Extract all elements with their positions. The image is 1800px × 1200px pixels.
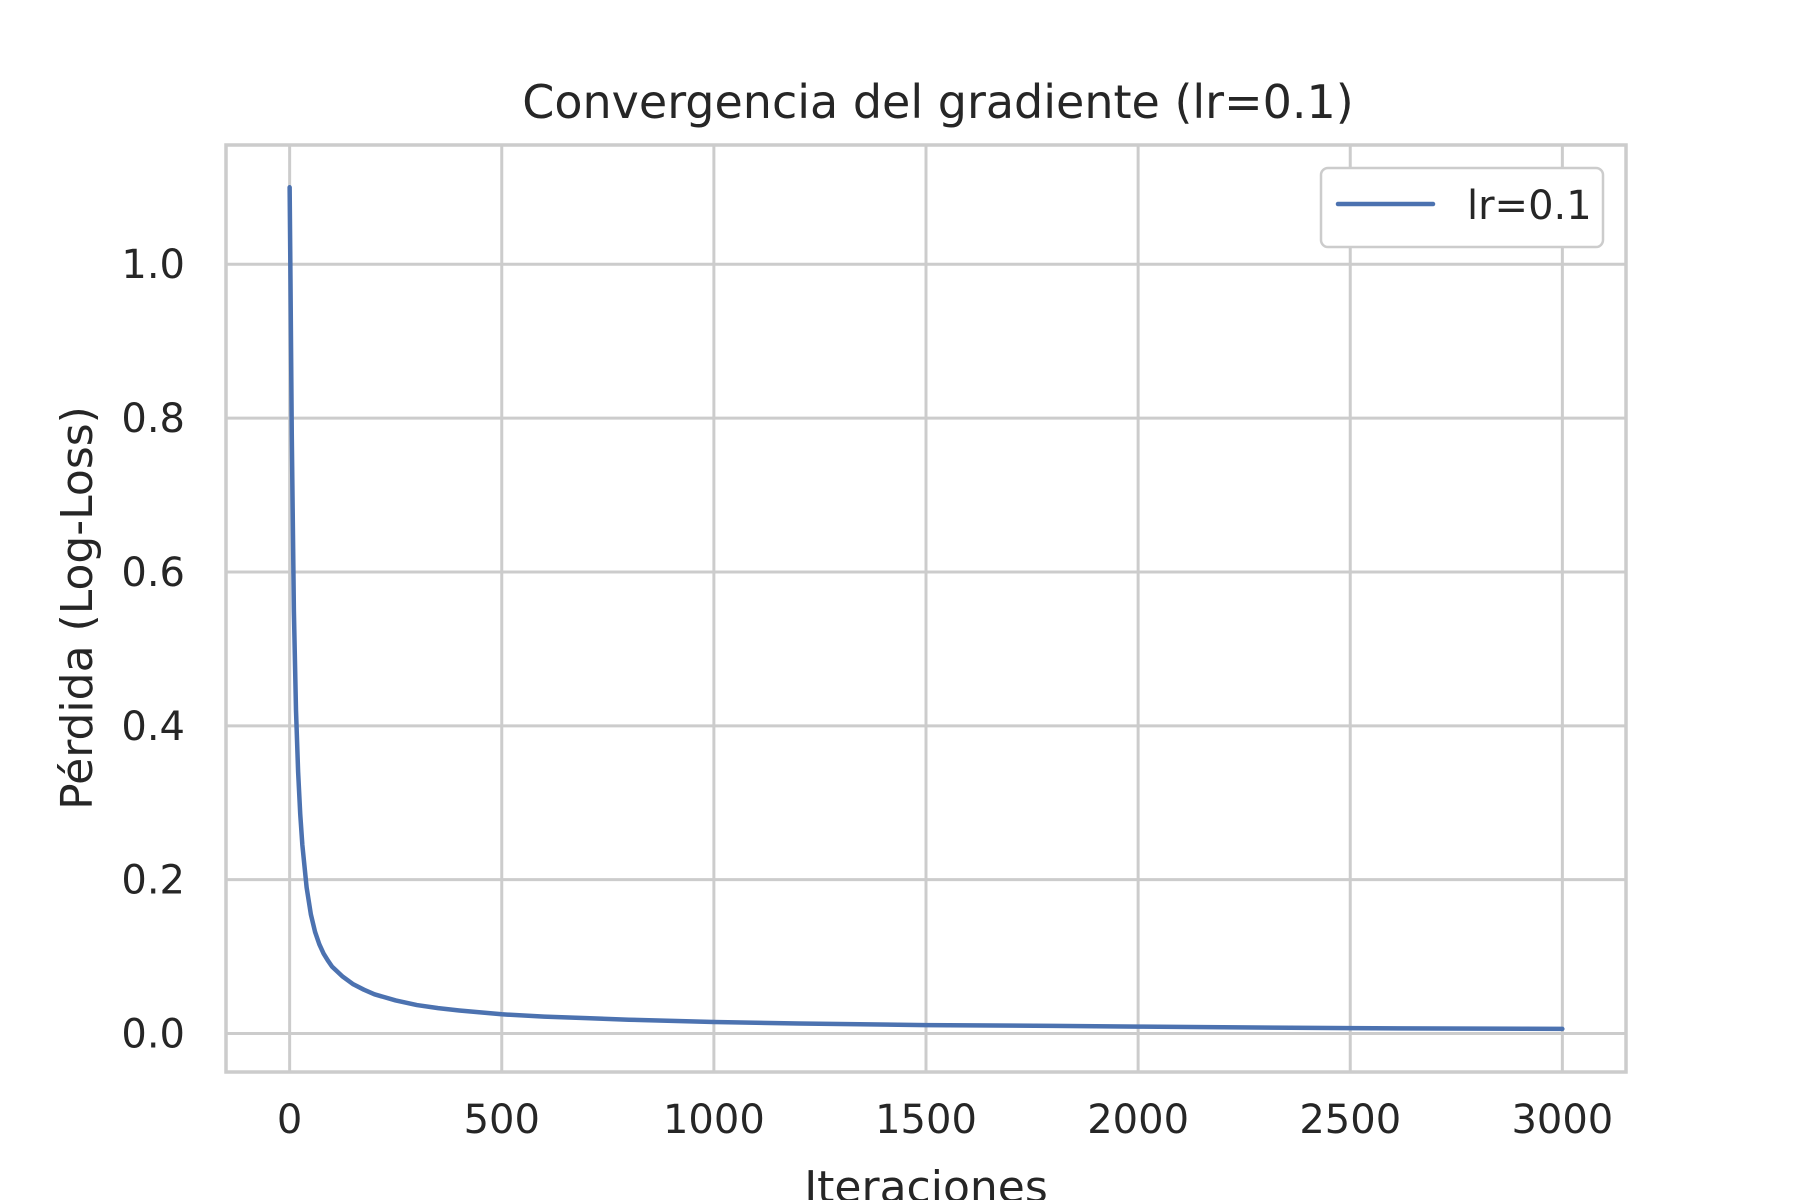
x-tick-label: 1000 <box>663 1097 765 1143</box>
x-tick-labels: 0 500 1000 1500 2000 2500 3000 <box>277 1097 1613 1143</box>
y-tick-label: 0.4 <box>121 704 185 750</box>
y-tick-label: 0.0 <box>121 1012 185 1058</box>
y-tick-label: 0.8 <box>121 396 185 442</box>
x-tick-label: 500 <box>464 1097 540 1143</box>
x-axis-label: Iteraciones <box>804 1162 1048 1200</box>
legend: lr=0.1 <box>1319 166 1605 249</box>
plot-frame <box>224 143 1628 1074</box>
grid-lines <box>226 145 1626 1072</box>
x-tick-label: 0 <box>277 1097 302 1143</box>
legend-box <box>1319 166 1605 249</box>
series-line-0 <box>287 185 1565 1032</box>
y-tick-label: 1.0 <box>121 242 185 288</box>
y-tick-labels: 0.0 0.2 0.4 0.6 0.8 1.0 <box>121 242 185 1057</box>
y-axis-label: Pérdida (Log-Loss) <box>52 406 103 810</box>
chart-title: Convergencia del gradiente (lr=0.1) <box>522 75 1353 129</box>
x-tick-label: 2500 <box>1299 1097 1401 1143</box>
x-tick-label: 1500 <box>875 1097 977 1143</box>
y-tick-label: 0.2 <box>121 858 185 904</box>
y-tick-label: 0.6 <box>121 550 185 596</box>
plot-area <box>224 143 1628 1074</box>
legend-label-lr-0-1: lr=0.1 <box>1467 183 1592 229</box>
x-tick-label: 3000 <box>1511 1097 1613 1143</box>
x-tick-label: 2000 <box>1087 1097 1189 1143</box>
series-layer <box>287 185 1565 1032</box>
